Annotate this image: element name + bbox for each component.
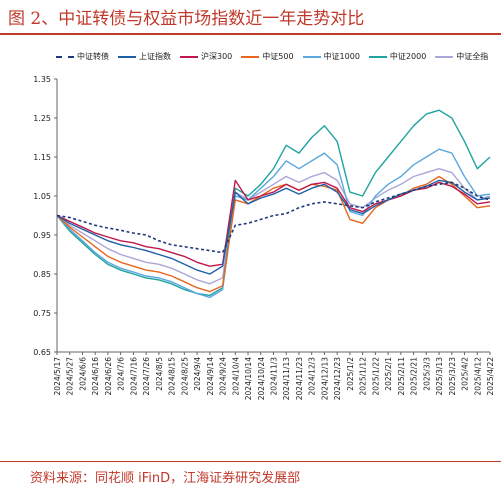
legend-label: 中证500 [262, 52, 294, 61]
legend-swatch [241, 55, 260, 58]
legend-item-3: 中证500 [241, 51, 294, 62]
x-tick-label: 2024/11/23 [295, 357, 304, 400]
legend-swatch [118, 55, 136, 58]
legend-label: 中证全指 [456, 52, 489, 61]
legend-item-1: 上证指数 [118, 51, 171, 62]
x-tick-label: 2024/9/4 [193, 357, 202, 391]
legend-swatch [180, 55, 198, 58]
series-line-3 [56, 175, 491, 293]
x-tick-label: 2024/9/14 [206, 357, 215, 396]
x-tick-label: 2024/11/3 [270, 357, 279, 396]
y-tick-label: 0.85 [33, 270, 51, 279]
chart-title: 图 2、中证转债与权益市场指数近一年走势对比 [8, 9, 365, 29]
x-tick-label: 2025/3/23 [448, 357, 457, 396]
x-tick-label: 2025/4/2 [461, 357, 470, 391]
x-tick-label: 2025/4/12 [473, 357, 482, 396]
legend-label: 沪深300 [201, 52, 233, 61]
legend-item-5: 中证2000 [368, 51, 427, 62]
y-tick-label: 0.75 [33, 309, 51, 318]
x-tick-label: 2025/3/3 [422, 357, 431, 391]
y-tick-label: 1.15 [33, 153, 51, 162]
y-tick-label: 0.65 [33, 348, 51, 357]
series-line-2 [56, 179, 491, 267]
x-tick-label: 2025/2/11 [397, 357, 406, 396]
x-tick-label: 2024/10/24 [257, 357, 266, 400]
legend-label: 中证1000 [323, 52, 360, 61]
source-divider [0, 461, 501, 462]
legend-swatch [302, 55, 321, 58]
x-tick-label: 2025/2/1 [384, 357, 393, 391]
x-tick-label: 2024/8/15 [168, 357, 177, 396]
legend-item-4: 中证1000 [302, 51, 360, 62]
series-layer [56, 109, 491, 299]
chart-axes: 0.65 0.75 0.85 0.95 1.05 1.15 1.25 1.35 2024/5/1… [33, 75, 495, 400]
legend-label: 中证2000 [389, 52, 427, 61]
legend-label: 中证转债 [77, 52, 109, 61]
x-tick-label: 2024/12/23 [333, 357, 342, 400]
y-tick-label: 1.35 [33, 75, 51, 84]
chart-legend: 中证转债 上证指数 沪深300 中证500 中证1000 中证2000 中证全指 [56, 51, 488, 62]
x-tick-label: 2024/10/4 [231, 357, 240, 396]
legend-swatch [435, 55, 454, 58]
x-tick-label: 2024/6/16 [91, 357, 100, 396]
x-tick-label: 2024/10/14 [244, 357, 253, 400]
y-tick-label: 1.05 [33, 192, 51, 201]
x-tick-label: 2025/1/2 [346, 357, 355, 391]
series-line-0 [56, 181, 491, 254]
x-tick-label: 2025/4/22 [486, 357, 495, 396]
legend-swatch [56, 55, 74, 58]
title-divider [0, 33, 501, 35]
x-tick-label: 2024/5/17 [53, 357, 62, 396]
x-tick-label: 2024/8/25 [180, 357, 189, 396]
legend-item-6: 中证全指 [435, 51, 488, 62]
x-tick-label: 2024/7/26 [142, 357, 151, 396]
x-tick-label: 2024/12/3 [308, 357, 317, 396]
x-tick-label: 2025/1/12 [359, 357, 368, 396]
x-tick-label: 2024/6/6 [78, 357, 87, 391]
series-line-4 [56, 148, 491, 299]
x-tick-label: 2025/1/22 [371, 357, 380, 396]
legend-swatch [368, 55, 387, 58]
x-tick-label: 2024/12/13 [320, 357, 329, 400]
x-tick-label: 2024/6/26 [104, 357, 113, 396]
x-tick-label: 2024/9/24 [219, 357, 228, 396]
legend-item-2: 沪深300 [180, 51, 232, 62]
y-tick-label: 1.25 [33, 114, 51, 123]
series-line-5 [56, 109, 491, 297]
y-tick-label: 0.95 [33, 231, 51, 240]
x-tick-label: 2025/3/13 [435, 357, 444, 396]
x-tick-label: 2024/7/6 [117, 357, 126, 391]
legend-label: 上证指数 [139, 52, 171, 61]
x-tick-label: 2024/7/16 [129, 357, 138, 396]
legend-item-0: 中证转债 [56, 51, 109, 62]
x-tick-label: 2025/2/21 [410, 357, 419, 396]
source-note: 资料来源：同花顺 iFinD，江海证券研究发展部 [30, 471, 301, 486]
x-tick-label: 2024/8/5 [155, 357, 164, 391]
series-line-1 [56, 179, 491, 275]
x-tick-label: 2024/11/13 [282, 357, 291, 400]
series-line-6 [56, 168, 491, 285]
x-tick-label: 2024/5/27 [66, 357, 75, 396]
